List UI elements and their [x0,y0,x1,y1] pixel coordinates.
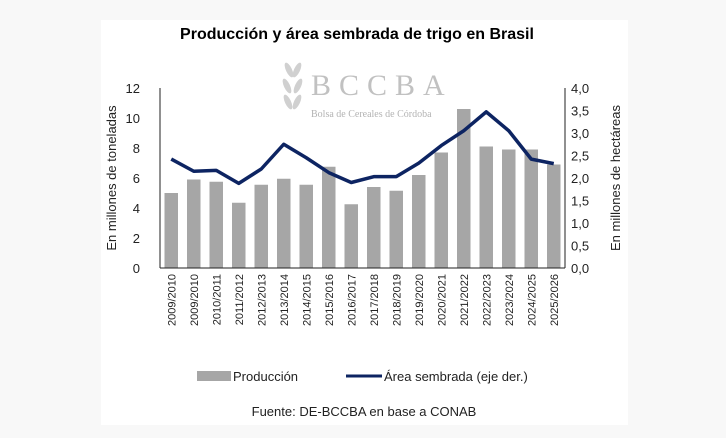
bar-produccion [389,190,403,268]
bar-produccion [344,204,358,268]
bar-produccion [502,149,516,268]
x-tick-label: 2025/2026 [549,274,561,326]
bar-produccion [457,109,471,268]
bar-produccion [187,179,201,268]
x-tick-label: 2023/2024 [504,274,516,326]
y-tick-label: 2 [133,231,140,246]
bar-produccion [367,187,381,268]
x-tick-label: 2015/2016 [324,274,336,326]
watermark-text: BCCBA [311,69,453,102]
x-tick-label: 2009/2010 [166,274,178,326]
bar-produccion [524,149,538,268]
bar-produccion [277,178,291,268]
x-tick-label: 2009/2010 [189,274,201,326]
y-axis-label: En millones de toneladas [104,105,119,251]
x-tick-label: 2011/2012 [234,274,246,325]
y2-tick-label: 4,0 [571,81,589,96]
y2-tick-label: 3,5 [571,104,589,119]
y2-tick-label: 2,5 [571,149,589,164]
y-tick-label: 8 [133,141,140,156]
x-tick-label: 2017/2018 [369,274,381,326]
y2-tick-label: 2,0 [571,171,589,186]
y2-tick-label: 0,5 [571,239,589,254]
chart-card: Producción y área sembrada de trigo en B… [101,20,628,425]
y2-axis-label: En millones de hectáreas [608,105,623,251]
y2-tick-label: 1,0 [571,216,589,231]
y-tick-label: 6 [133,171,140,186]
y-tick-label: 4 [133,201,140,216]
legend-label-produccion: Producción [233,369,298,384]
bar-produccion [254,184,268,268]
x-tick-label: 2013/2014 [279,274,291,326]
y2-tick-label: 1,5 [571,194,589,209]
x-tick-label: 2021/2022 [459,274,471,326]
x-tick-label: 2019/2020 [414,274,426,326]
wheat-icon [282,62,303,110]
y2-tick-label: 0,0 [571,261,589,276]
bar-produccion [479,146,493,268]
x-tick-label: 2020/2021 [436,274,448,326]
line-area-sembrada [170,110,555,186]
y-tick-label: 12 [126,81,140,96]
bar-produccion [299,184,313,268]
bar-produccion [547,164,561,268]
legend: Producción Área sembrada (eje der.) [197,369,528,384]
x-tick-label: 2022/2023 [481,274,493,326]
x-tick-label: 2024/2025 [526,274,538,326]
bar-produccion [209,181,223,268]
x-tick-label: 2012/2013 [256,274,268,326]
y-tick-label: 10 [126,111,140,126]
x-tick-label: 2018/2019 [391,274,403,326]
chart-title: Producción y área sembrada de trigo en B… [180,26,534,43]
x-tick-label: 2010/2011 [211,274,223,325]
y2-tick-label: 3,0 [571,126,589,141]
bar-produccion [412,175,426,268]
bar-produccion [322,166,336,268]
bar-produccion [434,152,448,268]
source-note: Fuente: DE-BCCBA en base a CONAB [252,404,477,419]
watermark-subtitle: Bolsa de Cereales de Córdoba [311,109,432,120]
x-tick-label: 2014/2015 [301,274,313,326]
bar-produccion [164,193,178,268]
chart: Producción y área sembrada de trigo en B… [104,26,623,419]
watermark-logo: BCCBA Bolsa de Cereales de Córdoba [282,62,453,120]
legend-label-area: Área sembrada (eje der.) [384,369,528,384]
bar-produccion [232,202,246,268]
legend-swatch-produccion [197,371,231,381]
x-tick-label: 2016/2017 [346,274,358,326]
y-tick-label: 0 [133,261,140,276]
